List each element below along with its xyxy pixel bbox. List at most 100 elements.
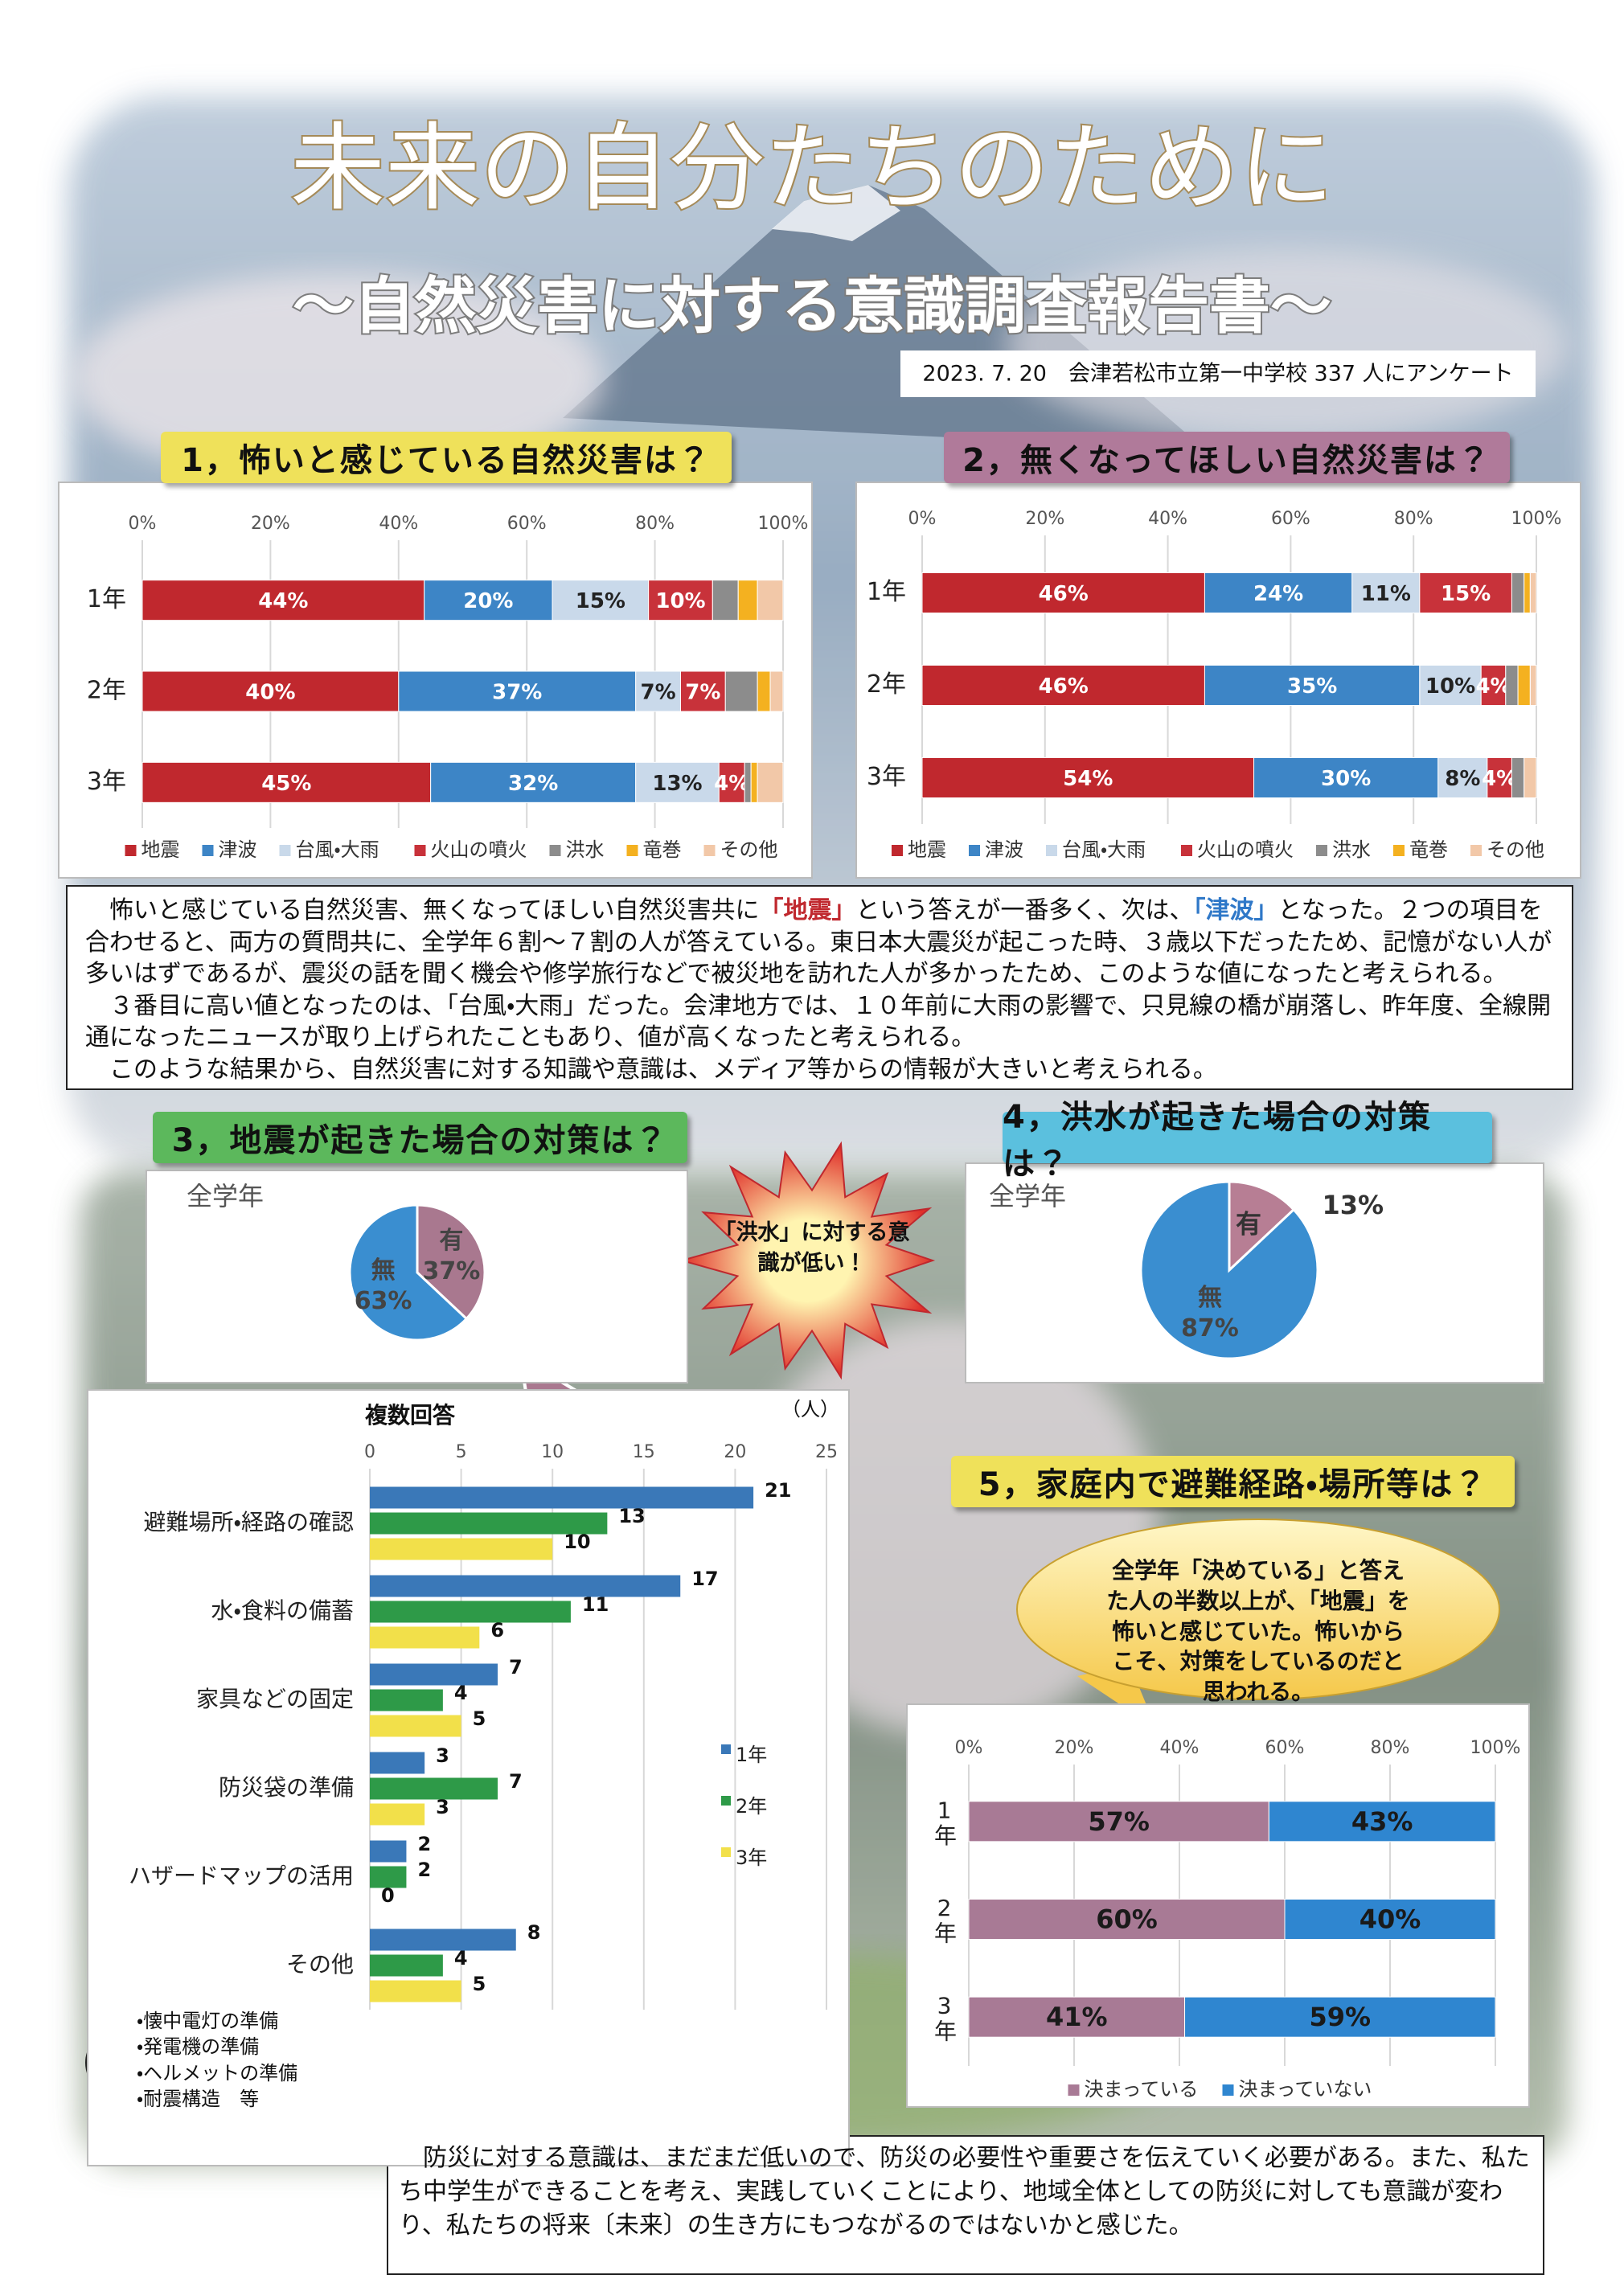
survey-note: 2023. 7. 20 会津若松市立第一中学校 337 人にアンケート — [922, 362, 1513, 387]
y-tick-label: 2年 — [87, 677, 126, 705]
slice-label: 有 — [1236, 1208, 1261, 1239]
legend-swatch — [1046, 845, 1057, 856]
x-tick-label: 40% — [379, 514, 418, 534]
legend-label: 2年 — [736, 1795, 767, 1818]
bar — [370, 1486, 754, 1509]
x-tick-label: 5 — [456, 1442, 467, 1462]
section-header: 3，地震が起きた場合の対策は？ — [153, 1112, 687, 1163]
text-run: となった。２つの項目を合わせると、両方の質問共に、全学年６割～７割の人が答えてい… — [85, 896, 1552, 989]
value-label: 7% — [685, 681, 720, 705]
legend-label: 3年 — [736, 1847, 767, 1869]
chart-title: 複数回答 — [365, 1402, 456, 1428]
pie-slice — [1228, 1180, 1296, 1273]
bar — [370, 1575, 681, 1597]
value-label: 17 — [691, 1568, 718, 1590]
y-tick-label: 家具などの固定 — [196, 1686, 354, 1712]
bar-segment — [1505, 665, 1519, 706]
value-label: 2 — [417, 1859, 431, 1881]
slice-label: 有 — [439, 1227, 463, 1255]
bar-segment — [921, 665, 1205, 706]
bar-segment — [744, 761, 752, 803]
pie-slice — [1139, 1180, 1319, 1360]
bar-segment — [430, 761, 637, 803]
bar — [370, 1689, 443, 1711]
y-tick-label: ハザードマップの活用 — [129, 1863, 354, 1889]
value-label: 2 — [417, 1833, 431, 1855]
y-tick-label: 1年 — [87, 585, 126, 613]
value-label: 6 — [490, 1619, 504, 1642]
value-label: 4% — [1482, 767, 1517, 791]
value-label: 3 — [436, 1744, 449, 1767]
x-tick-label: 20% — [251, 514, 290, 534]
x-tick-label: 40% — [1160, 1738, 1200, 1758]
unit-label: （人） — [781, 1398, 839, 1420]
x-tick-label: 60% — [1265, 1738, 1305, 1758]
title: 未来の自分たちのために — [290, 113, 1334, 223]
value-label: 13% — [1323, 1190, 1384, 1220]
value-label: 5 — [473, 1707, 486, 1730]
bar-segment — [1268, 1801, 1496, 1842]
bar-segment — [757, 761, 784, 803]
value-label: 43% — [1351, 1806, 1413, 1837]
legend-swatch — [1222, 2084, 1234, 2096]
bar-segment — [757, 670, 771, 712]
bar-segment — [1517, 665, 1531, 706]
note-item: ・懐中電灯の準備 — [137, 2010, 279, 2032]
y-tick-label: 2年 — [931, 1895, 958, 1944]
pie-slice — [348, 1203, 469, 1342]
bar-segment — [141, 761, 432, 803]
bar-segment — [968, 1996, 1186, 2038]
x-tick-label: 0% — [129, 514, 157, 534]
bar-segment — [750, 761, 758, 803]
section-header: 5，家庭内で避難経路・場所等は？ — [951, 1456, 1515, 1507]
value-label: 8% — [1445, 767, 1480, 791]
bar-segment — [1511, 572, 1525, 613]
bar — [370, 1840, 407, 1863]
bar-segment — [141, 580, 425, 621]
bar — [370, 1752, 425, 1774]
value-label: 7 — [509, 1656, 523, 1679]
bar-segment — [679, 670, 726, 712]
bar-segment — [1419, 665, 1482, 706]
value-label: 20% — [463, 589, 513, 613]
value-label: 63% — [355, 1287, 412, 1315]
value-label: 7 — [509, 1770, 523, 1793]
bar — [370, 1929, 516, 1951]
bar-segment — [1184, 1996, 1496, 2038]
chart-subtitle: 全学年 — [989, 1181, 1066, 1211]
survey-box — [900, 350, 1536, 397]
legend-label: 1年 — [736, 1744, 767, 1766]
x-tick-label: 25 — [815, 1442, 838, 1462]
paragraph: このような結果から、自然災害に対する知識や意識は、メディア等からの情報が大きいと… — [85, 1054, 1554, 1086]
legend-swatch — [279, 845, 291, 856]
value-label: 87% — [1181, 1314, 1239, 1342]
note-item: ・ヘルメットの準備 — [137, 2061, 298, 2084]
bar-segment — [141, 670, 400, 712]
bar-segment — [1204, 572, 1353, 613]
value-label: 4% — [1475, 674, 1511, 699]
legend-swatch — [1470, 845, 1482, 856]
text-run: 「津波」 — [1193, 896, 1278, 924]
x-tick-label: 0 — [364, 1442, 375, 1462]
legend-swatch — [703, 845, 716, 856]
bar-segment — [1284, 1899, 1496, 1940]
bar-segment — [712, 580, 739, 621]
value-label: 60% — [1096, 1904, 1158, 1935]
value-label: 5 — [473, 1973, 486, 1995]
y-tick-label: 1年 — [931, 1797, 958, 1846]
bar — [370, 1601, 571, 1623]
value-label: 3 — [436, 1796, 449, 1818]
note: ・懐中電灯の準備 ・発電機の準備 ・ヘルメットの準備 ・耐震構造 等 — [137, 2008, 346, 2113]
bar — [370, 1626, 480, 1649]
x-tick-label: 10 — [541, 1442, 564, 1462]
value-label: 46% — [1039, 582, 1089, 606]
conclusion: 防災に対する意識は、まだまだ低いので、防災の必要性や重要さを伝えていく必要がある… — [399, 2144, 1530, 2240]
legend-label: 地震 — [141, 838, 180, 861]
x-tick-label: 0% — [908, 509, 937, 529]
bar-segment — [1529, 572, 1537, 613]
value-label: 10 — [564, 1531, 590, 1553]
legend-swatch — [1181, 845, 1192, 856]
value-label: 24% — [1253, 582, 1303, 606]
bar — [370, 1715, 461, 1737]
